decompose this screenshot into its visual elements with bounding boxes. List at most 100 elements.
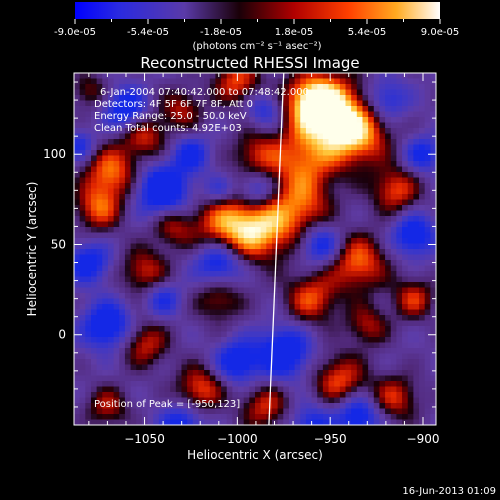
- heatmap-cell: [79, 221, 86, 228]
- heatmap-cell: [187, 386, 194, 393]
- heatmap-cell: [294, 370, 301, 377]
- heatmap-cell: [170, 370, 177, 377]
- heatmap-cell: [119, 243, 126, 250]
- heatmap-cell: [107, 84, 115, 91]
- heatmap-cell: [221, 375, 228, 382]
- heatmap-cell: [147, 95, 154, 102]
- heatmap-cell: [119, 144, 126, 151]
- heatmap-cell: [198, 188, 205, 195]
- heatmap-cell: [373, 84, 381, 91]
- heatmap-cell: [124, 304, 132, 311]
- heatmap-cell: [277, 397, 284, 404]
- heatmap-cell: [113, 73, 120, 80]
- heatmap-cell: [74, 370, 81, 377]
- heatmap-cell: [385, 337, 392, 344]
- heatmap-cell: [356, 216, 364, 223]
- heatmap-cell: [175, 381, 183, 388]
- heatmap-cell: [288, 216, 296, 223]
- heatmap-cell: [96, 342, 103, 349]
- heatmap-cell: [124, 166, 132, 173]
- heatmap-cell: [153, 100, 160, 107]
- heatmap-cell: [226, 144, 233, 151]
- heatmap-cell: [102, 73, 109, 80]
- heatmap-cell: [85, 381, 92, 388]
- heatmap-cell: [317, 265, 324, 272]
- heatmap-cell: [85, 315, 92, 322]
- heatmap-cell: [141, 353, 149, 360]
- heatmap-cell: [204, 73, 211, 80]
- heatmap-cell: [402, 304, 409, 311]
- heatmap-cell: [153, 89, 160, 96]
- heatmap-cell: [158, 276, 166, 283]
- heatmap-cell: [396, 265, 403, 272]
- heatmap-cell: [124, 205, 132, 212]
- heatmap-cell: [79, 89, 86, 96]
- heatmap-cell: [158, 210, 166, 217]
- heatmap-cell: [187, 227, 194, 234]
- heatmap-cell: [300, 282, 307, 289]
- heatmap-cell: [294, 205, 301, 212]
- heatmap-cell: [221, 139, 228, 146]
- heatmap-cell: [339, 95, 347, 102]
- heatmap-cell: [96, 315, 103, 322]
- heatmap-cell: [260, 392, 267, 399]
- heatmap-cell: [175, 271, 183, 278]
- heatmap-cell: [305, 342, 313, 349]
- colorbar-tick-5: 9.0e-05: [421, 27, 459, 38]
- heatmap-cell: [311, 282, 318, 289]
- heatmap-cell: [90, 84, 98, 91]
- heatmap-cell: [351, 199, 358, 206]
- heatmap-cell: [300, 84, 307, 91]
- heatmap-cell: [356, 73, 364, 80]
- heatmap-cell: [238, 144, 245, 151]
- heatmap-cell: [136, 183, 143, 190]
- heatmap-cell: [124, 381, 132, 388]
- heatmap-cell: [79, 282, 86, 289]
- heatmap-cell: [255, 106, 262, 113]
- heatmap-cell: [221, 260, 228, 267]
- heatmap-cell: [424, 254, 431, 261]
- heatmap-cell: [356, 177, 364, 184]
- heatmap-cell: [322, 260, 330, 267]
- heatmap-cell: [96, 265, 103, 272]
- heatmap-cell: [158, 111, 166, 118]
- heatmap-cell: [305, 304, 313, 311]
- heatmap-cell: [283, 133, 290, 140]
- heatmap-cell: [198, 254, 205, 261]
- heatmap-cell: [119, 293, 126, 300]
- heatmap-cell: [385, 271, 392, 278]
- heatmap-cell: [305, 381, 313, 388]
- heatmap-cell: [311, 133, 318, 140]
- heatmap-cell: [300, 364, 307, 371]
- heatmap-cell: [255, 392, 262, 399]
- heatmap-cell: [260, 408, 267, 415]
- heatmap-cell: [328, 315, 335, 322]
- heatmap-cell: [300, 331, 307, 338]
- heatmap-cell: [266, 392, 273, 399]
- heatmap-cell: [113, 139, 120, 146]
- heatmap-cell: [204, 304, 211, 311]
- heatmap-cell: [424, 353, 431, 360]
- heatmap-cell: [221, 392, 228, 399]
- heatmap-cell: [170, 111, 177, 118]
- heatmap-cell: [300, 161, 307, 168]
- heatmap-cell: [322, 177, 330, 184]
- heatmap-cell: [311, 364, 318, 371]
- heatmap-cell: [283, 254, 290, 261]
- heatmap-cell: [175, 100, 183, 107]
- heatmap-cell: [328, 348, 335, 355]
- heatmap-cell: [221, 364, 228, 371]
- heatmap-cell: [300, 392, 307, 399]
- heatmap-cell: [209, 199, 217, 206]
- heatmap-cell: [402, 128, 409, 135]
- heatmap-cell: [413, 227, 420, 234]
- heatmap-cell: [294, 276, 301, 283]
- heatmap-cell: [430, 359, 436, 366]
- heatmap-cell: [311, 348, 318, 355]
- heatmap-cell: [260, 183, 267, 190]
- heatmap-cell: [413, 161, 420, 168]
- heatmap-cell: [390, 408, 398, 415]
- heatmap-cell: [317, 375, 324, 382]
- heatmap-cell: [198, 166, 205, 173]
- heatmap-cell: [277, 95, 284, 102]
